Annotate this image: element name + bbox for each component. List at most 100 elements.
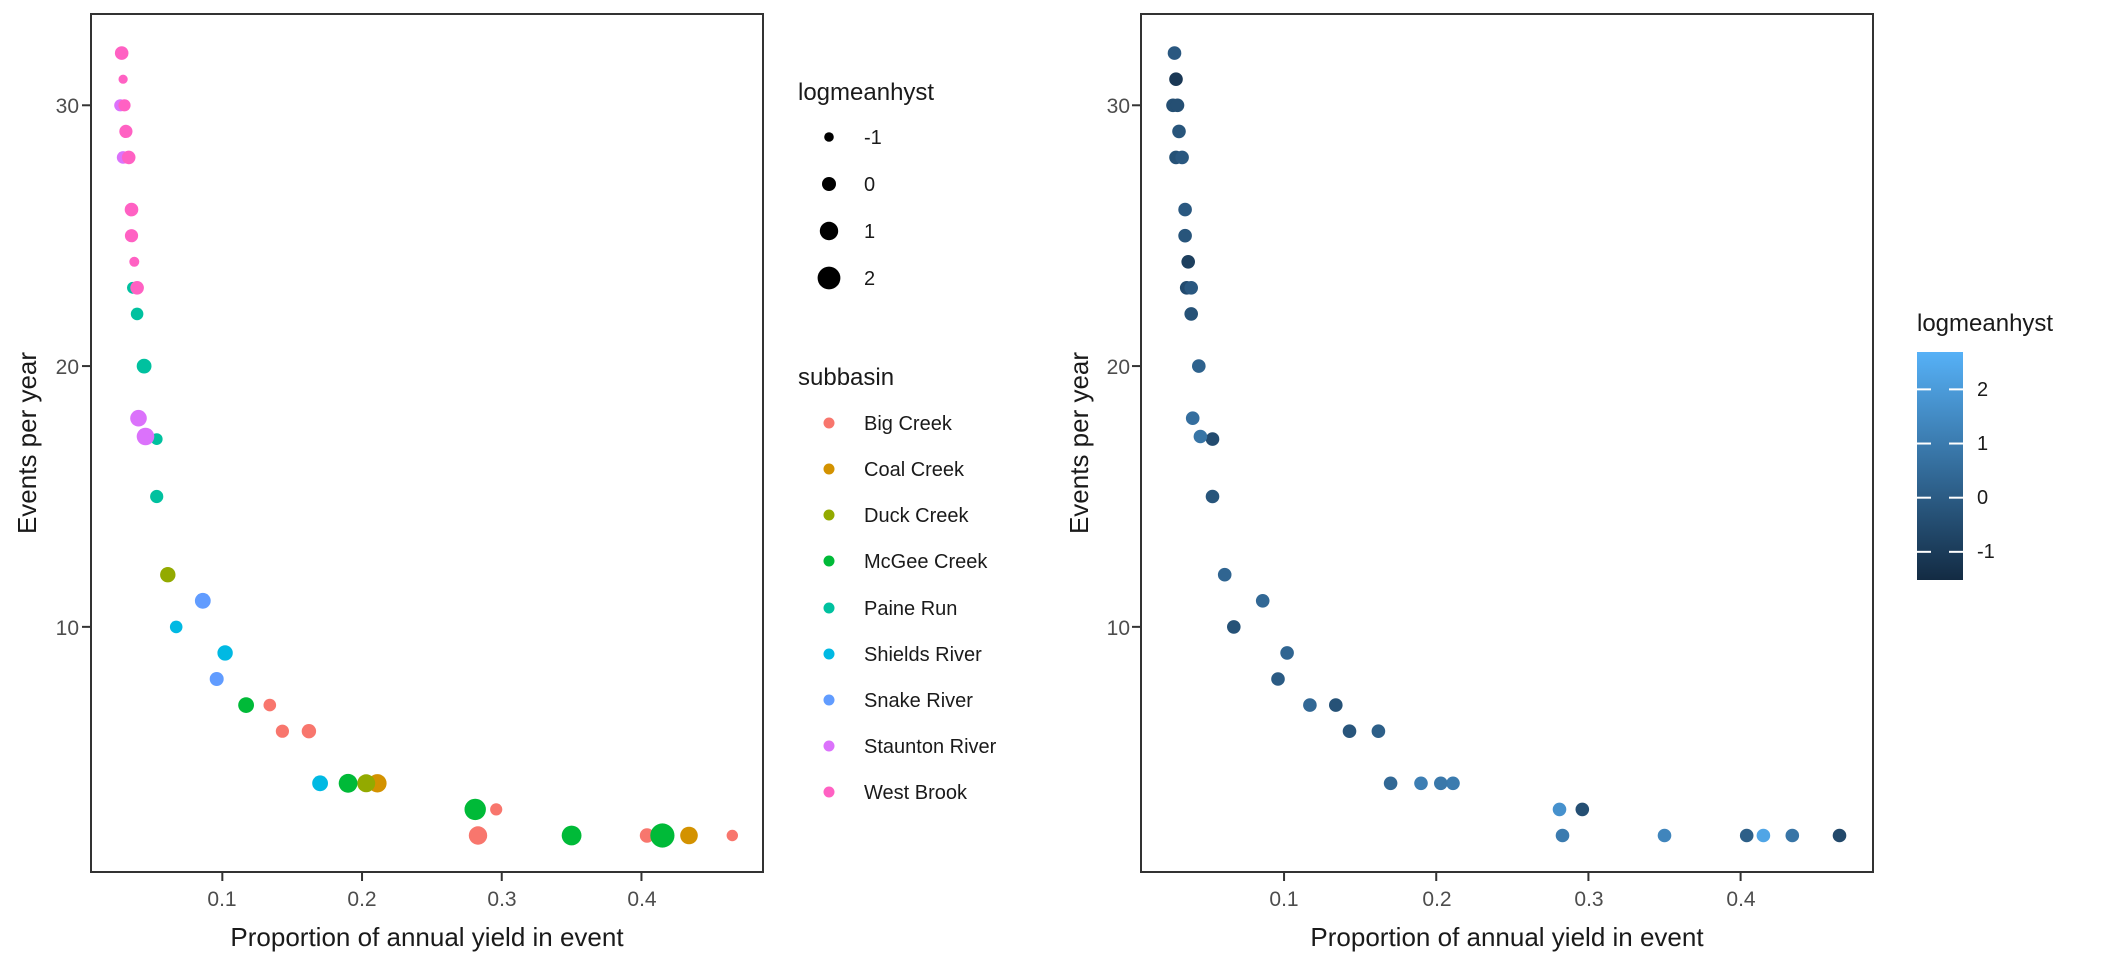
subbasin-legend-swatch (823, 786, 835, 798)
subbasin-legend-swatch (823, 463, 835, 475)
data-point (129, 256, 140, 267)
subbasin-legend-swatch (823, 602, 835, 614)
x-tick-label: 0.1 (1269, 888, 1298, 911)
subbasin-legend-label: Big Creek (864, 413, 953, 435)
data-point (639, 828, 655, 843)
left-plot: 30 20 10 0.1 0.2 0.3 0.4 Proportion of a… (12, 13, 764, 952)
data-point (1555, 828, 1570, 843)
x-tick-label: 0.4 (1726, 888, 1756, 911)
x-tick-label: 0.3 (487, 888, 516, 911)
data-point (209, 672, 224, 686)
data-point (338, 773, 358, 793)
data-point (1181, 254, 1195, 269)
size-legend: logmeanhyst -1 0 1 2 (798, 79, 934, 290)
y-tick-label: 10 (56, 617, 79, 640)
colorbar (1917, 352, 1963, 580)
data-point (1205, 432, 1220, 446)
subbasin-legend-label: McGee Creek (864, 551, 988, 573)
data-point (263, 698, 277, 712)
data-point (1371, 724, 1386, 738)
data-point (1552, 802, 1567, 817)
subbasin-legend-label: Shields River (864, 644, 982, 666)
data-point (130, 409, 147, 427)
data-point (194, 592, 211, 609)
data-point (130, 307, 144, 321)
data-point (1217, 567, 1232, 582)
data-point (1185, 411, 1200, 426)
data-point (169, 620, 183, 634)
data-point (1414, 776, 1428, 791)
data-point (650, 823, 675, 848)
colorbar-tick-label: 1 (1977, 433, 1988, 455)
data-point (1178, 202, 1192, 217)
subbasin-legend-swatch (823, 509, 835, 521)
colorbar-tick-label: -1 (1977, 541, 1995, 563)
data-point (1329, 698, 1343, 712)
subbasin-legend-label: Duck Creek (864, 505, 969, 527)
right-axis-ticks (1132, 104, 1742, 881)
data-point (1342, 724, 1357, 738)
right-x-axis-title: Proportion of annual yield in event (1310, 922, 1704, 952)
colorbar-legend: logmeanhyst 2 1 0 -1 (1917, 310, 2053, 580)
x-tick-label: 0.4 (627, 888, 657, 911)
left-y-axis-title: Events per year (12, 352, 42, 534)
x-tick-label: 0.2 (1422, 888, 1451, 911)
data-point (275, 724, 289, 738)
data-point (118, 74, 128, 84)
data-point (1205, 489, 1220, 504)
size-legend-label: 2 (864, 268, 875, 290)
data-point (1184, 281, 1198, 295)
colorbar-tick-label: 2 (1977, 379, 1988, 401)
left-axis-ticks (82, 104, 643, 881)
data-point (217, 645, 233, 661)
data-point (1383, 776, 1398, 791)
data-point (1739, 828, 1754, 843)
subbasin-legend-swatch (823, 740, 835, 752)
data-point (1175, 150, 1189, 165)
data-point (1575, 802, 1590, 817)
left-x-axis-title: Proportion of annual yield in event (230, 922, 624, 952)
data-point (124, 202, 139, 217)
data-point (1271, 672, 1285, 686)
data-point (1303, 698, 1317, 712)
data-point (1832, 828, 1847, 843)
subbasin-legend-swatch (823, 555, 835, 567)
data-point (136, 358, 152, 374)
data-point (726, 829, 738, 842)
subbasin-legend-label: Snake River (864, 690, 973, 712)
data-point (464, 798, 486, 821)
data-point (130, 281, 144, 295)
data-point (490, 803, 503, 816)
data-point (1434, 776, 1448, 791)
data-point (1785, 828, 1800, 843)
data-point (136, 427, 155, 446)
data-point (1184, 307, 1198, 321)
x-tick-label: 0.3 (1574, 888, 1603, 911)
size-legend-dot (819, 221, 839, 241)
data-point (124, 229, 139, 243)
data-point (1169, 72, 1183, 86)
size-legend-label: 1 (864, 221, 875, 243)
size-legend-dots (817, 132, 841, 290)
data-point (114, 46, 129, 60)
data-point (1178, 228, 1192, 243)
data-point (118, 99, 131, 112)
right-plot: 30 20 10 0.1 0.2 0.3 0.4 Proportion of a… (1064, 13, 1874, 952)
data-point (468, 826, 488, 845)
y-tick-label: 10 (1107, 617, 1130, 640)
colorbar-title: logmeanhyst (1917, 310, 2053, 337)
data-point (357, 774, 376, 793)
size-legend-title: logmeanhyst (798, 79, 934, 106)
right-panel-border (1140, 13, 1874, 873)
subbasin-legend-label: Paine Run (864, 598, 957, 620)
x-tick-label: 0.2 (347, 888, 376, 911)
subbasin-legend-swatch (823, 694, 835, 706)
data-point (1657, 828, 1672, 843)
subbasin-legend-label: West Brook (864, 782, 968, 804)
subbasin-legend-label: Coal Creek (864, 459, 965, 481)
data-point (150, 489, 164, 504)
subbasin-legend-swatch (823, 417, 835, 429)
size-legend-label: -1 (864, 127, 882, 149)
data-point (1167, 46, 1182, 60)
